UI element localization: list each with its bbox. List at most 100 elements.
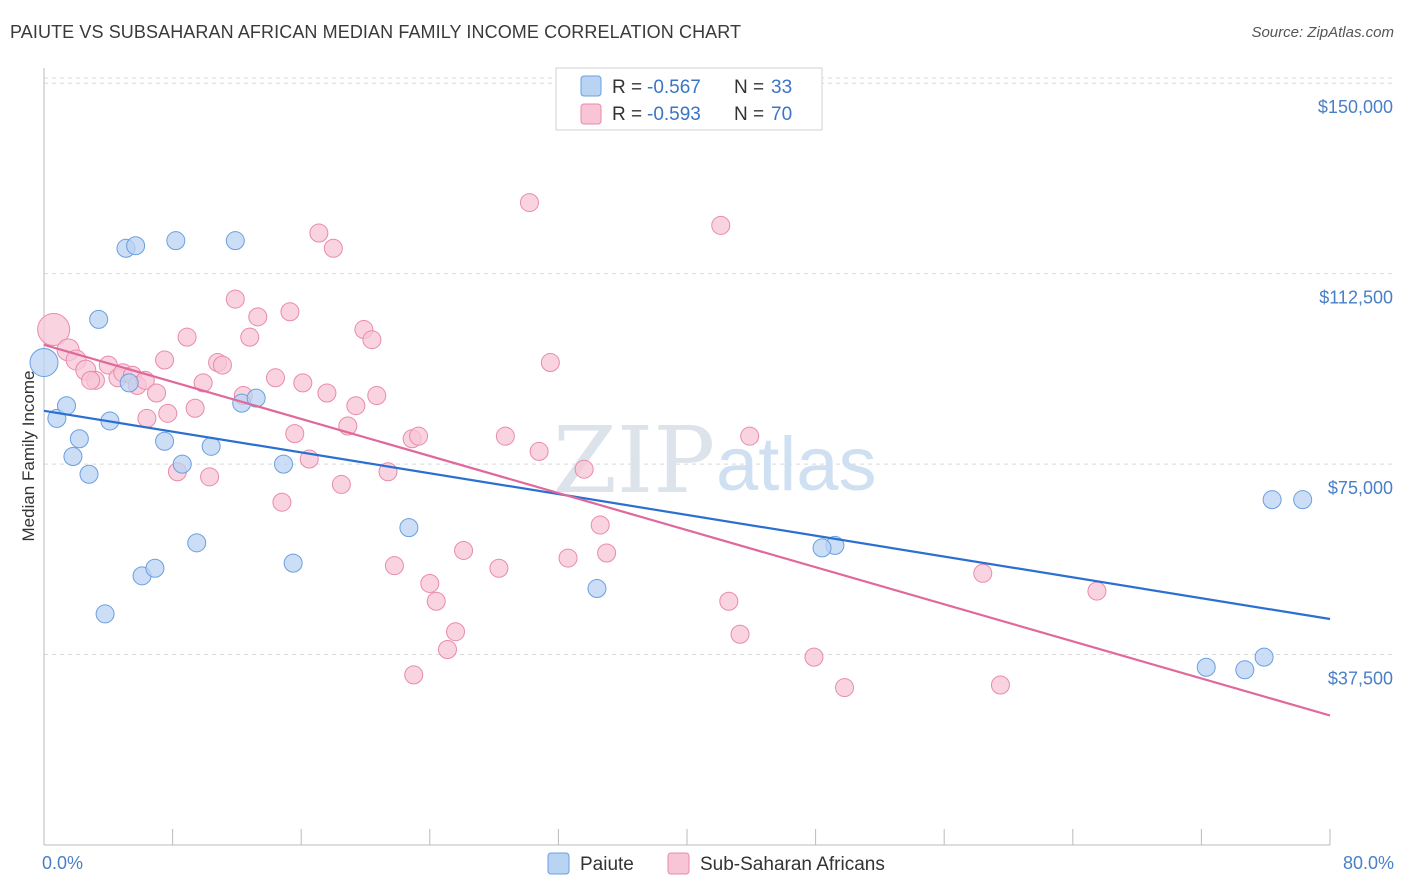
legend-n-value-paiute: 33	[771, 77, 792, 98]
point-paiute-25	[587, 579, 607, 599]
x-tick-marks	[43, 829, 1331, 845]
watermark-zip: ZIP	[553, 407, 715, 514]
point-paiute-22	[274, 454, 294, 474]
point-paiute-2	[57, 396, 77, 416]
point-africans-12	[137, 408, 157, 428]
point-africans-40	[362, 330, 382, 350]
point-africans-63	[730, 624, 750, 644]
point-africans-59	[597, 543, 617, 563]
series-legend: Paiute Sub-Saharan Africans	[547, 852, 885, 875]
point-paiute-29	[1293, 490, 1313, 510]
point-paiute-6	[89, 309, 109, 329]
point-africans-48	[437, 639, 457, 659]
point-africans-52	[495, 426, 515, 446]
point-paiute-17	[187, 533, 207, 553]
point-paiute-30	[1196, 657, 1216, 677]
point-africans-5	[81, 370, 101, 390]
point-africans-28	[272, 492, 292, 512]
point-africans-29	[280, 302, 300, 322]
point-paiute-31	[1235, 660, 1255, 680]
correlation-legend: R = -0.567 N = 33 R = -0.593 N = 70	[555, 67, 823, 131]
series-legend-label-africans: Sub-Saharan Africans	[700, 854, 885, 875]
legend-swatch-paiute	[580, 75, 602, 97]
point-africans-53	[519, 193, 539, 213]
y-tick-label-2: $112,500	[1319, 288, 1393, 308]
point-paiute-15	[166, 231, 186, 251]
x-tick-label-min: 0.0%	[42, 853, 83, 873]
point-africans-55	[540, 353, 560, 373]
point-africans-27	[265, 368, 285, 388]
legend-r-label-africans: R =	[612, 104, 642, 125]
point-africans-31	[293, 373, 313, 393]
point-africans-0	[37, 313, 71, 347]
point-africans-50	[454, 540, 474, 560]
point-africans-51	[489, 558, 509, 578]
series-legend-swatch-paiute	[547, 852, 570, 875]
gridlines	[44, 77, 1394, 656]
y-tick-label-1: $75,000	[1328, 478, 1393, 498]
watermark-atlas: atlas	[716, 422, 877, 507]
chart-title: PAIUTE VS SUBSAHARAN AFRICAN MEDIAN FAMI…	[10, 22, 742, 42]
point-paiute-24	[399, 518, 419, 538]
point-africans-19	[193, 373, 213, 393]
zipatlas-watermark: ZIP atlas	[553, 407, 877, 514]
legend-swatch-africans	[580, 103, 602, 125]
y-tick-label-0: $37,500	[1328, 669, 1393, 689]
point-africans-69	[1087, 581, 1107, 601]
legend-r-value-africans: -0.593	[647, 104, 701, 125]
point-paiute-16	[172, 454, 192, 474]
point-paiute-23	[283, 553, 303, 573]
trend-lines	[43, 343, 1331, 717]
source-label: Source: ZipAtlas.com	[1251, 24, 1394, 41]
point-paiute-4	[69, 429, 89, 449]
point-paiute-14	[155, 431, 175, 451]
series-legend-swatch-africans	[667, 852, 690, 875]
point-paiute-28	[1262, 490, 1282, 510]
trend-line-africans	[43, 343, 1331, 717]
point-africans-54	[529, 441, 549, 461]
point-africans-49	[446, 622, 466, 642]
series-paiute	[29, 231, 1313, 680]
point-paiute-0	[29, 348, 59, 378]
point-africans-22	[212, 355, 232, 375]
point-africans-26	[248, 307, 268, 327]
point-africans-61	[711, 215, 731, 235]
point-africans-57	[574, 459, 594, 479]
series-legend-label-paiute: Paiute	[580, 854, 634, 875]
point-africans-46	[420, 573, 440, 593]
point-paiute-19	[225, 231, 245, 251]
point-africans-25	[240, 327, 260, 347]
point-africans-18	[185, 398, 205, 418]
point-paiute-27	[812, 538, 832, 558]
point-africans-13	[147, 383, 167, 403]
x-tick-label-max: 80.0%	[1343, 853, 1394, 873]
point-paiute-18	[201, 436, 221, 456]
point-africans-56	[558, 548, 578, 568]
point-africans-47	[426, 591, 446, 611]
point-africans-35	[323, 238, 343, 258]
point-paiute-8	[95, 604, 115, 624]
legend-n-value-africans: 70	[771, 104, 792, 125]
point-africans-62	[719, 591, 739, 611]
point-africans-67	[973, 563, 993, 583]
point-africans-41	[367, 386, 387, 406]
point-africans-14	[155, 350, 175, 370]
point-africans-20	[200, 467, 220, 487]
point-africans-45	[409, 426, 429, 446]
point-paiute-10	[126, 236, 146, 256]
point-paiute-5	[79, 464, 99, 484]
point-africans-43	[384, 556, 404, 576]
point-africans-65	[804, 647, 824, 667]
point-africans-36	[331, 474, 351, 494]
trend-line-paiute	[43, 409, 1331, 621]
point-africans-34	[317, 383, 337, 403]
y-axis-label: Median Family Income	[19, 370, 38, 541]
point-africans-23	[225, 289, 245, 309]
point-paiute-11	[119, 373, 139, 393]
point-africans-17	[177, 327, 197, 347]
point-africans-66	[835, 678, 855, 698]
point-africans-38	[346, 396, 366, 416]
legend-n-label-africans: N =	[734, 104, 764, 125]
point-africans-58	[590, 515, 610, 535]
